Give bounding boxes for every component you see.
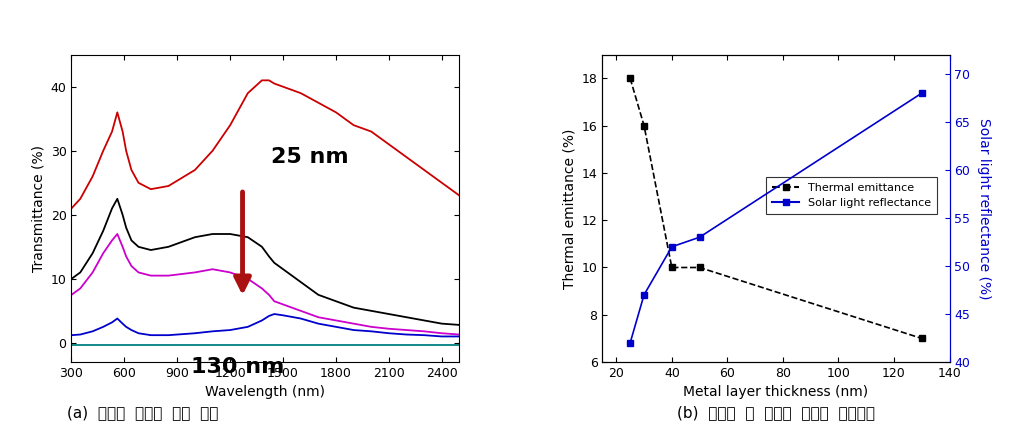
Text: (b)  열방사  및  태양광  방사속  반사특성: (b) 열방사 및 태양광 방사속 반사특성 [677, 405, 875, 420]
Text: 25 nm: 25 nm [271, 147, 348, 167]
Y-axis label: Solar light reflectance (%): Solar light reflectance (%) [977, 117, 991, 299]
Text: 130 nm: 130 nm [191, 357, 285, 377]
Y-axis label: Transmittance (%): Transmittance (%) [32, 145, 45, 272]
Y-axis label: Thermal emittance (%): Thermal emittance (%) [563, 128, 576, 288]
Legend: Thermal emittance, Solar light reflectance: Thermal emittance, Solar light reflectan… [766, 177, 937, 214]
X-axis label: Wavelength (nm): Wavelength (nm) [205, 386, 326, 400]
Text: (a)  태양광  방사속  투과  특성: (a) 태양광 방사속 투과 특성 [67, 405, 218, 420]
X-axis label: Metal layer thickness (nm): Metal layer thickness (nm) [683, 386, 869, 400]
